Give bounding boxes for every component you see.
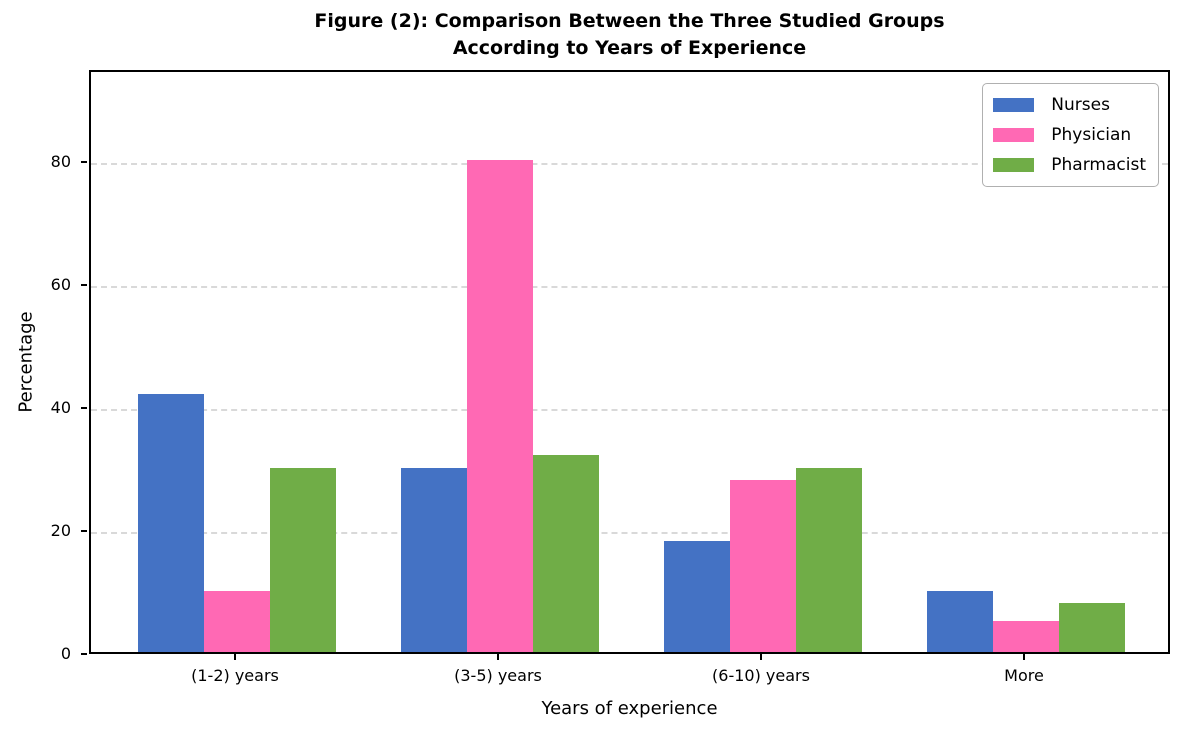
gridline-y-20	[91, 532, 1168, 535]
y-tick-mark-60	[81, 284, 87, 287]
bar-nurses-more	[927, 590, 993, 652]
y-tick-mark-0	[81, 653, 87, 655]
y-tick-label-40: 40	[50, 398, 71, 418]
gridline-y-60	[91, 286, 1168, 289]
legend: Nurses Physician Pharmacist	[982, 83, 1159, 187]
y-tick-mark-20	[81, 530, 87, 533]
gridline-y-80	[91, 163, 1168, 166]
legend-swatch-physician	[993, 128, 1035, 142]
x-tick-label-3-5-years: (3-5) years	[454, 666, 542, 685]
legend-label-pharmacist: Pharmacist	[1051, 155, 1146, 175]
y-axis-label: Percentage	[15, 311, 37, 413]
y-tick-label-80: 80	[50, 152, 71, 172]
x-axis-label: Years of experience	[541, 698, 718, 719]
x-tick-label-more: More	[1004, 666, 1044, 685]
y-tick-label-0: 0	[60, 644, 71, 663]
bar-physician-3-5-years	[467, 160, 533, 652]
bar-pharmacist-6-10-years	[796, 467, 862, 652]
plot-area: Nurses Physician Pharmacist	[89, 70, 1170, 654]
x-tick-label-6-10-years: (6-10) years	[712, 666, 810, 685]
bar-physician-1-2-years	[204, 590, 270, 652]
y-tick-mark-40	[81, 407, 87, 410]
legend-item-nurses: Nurses	[993, 90, 1146, 120]
x-tick-mark-3-5-years	[497, 654, 499, 660]
legend-label-physician: Physician	[1051, 125, 1132, 145]
bar-physician-more	[993, 621, 1059, 652]
chart-title-line1: Figure (2): Comparison Between the Three…	[314, 10, 945, 32]
bar-pharmacist-1-2-years	[270, 467, 336, 652]
bar-physician-6-10-years	[730, 479, 796, 652]
legend-item-physician: Physician	[993, 120, 1146, 150]
bar-nurses-3-5-years	[401, 467, 467, 652]
x-tick-mark-1-2-years	[234, 654, 236, 660]
bar-pharmacist-more	[1059, 602, 1125, 652]
bar-nurses-1-2-years	[138, 393, 204, 652]
chart-title: Figure (2): Comparison Between the Three…	[89, 8, 1170, 62]
y-tick-label-20: 20	[50, 521, 71, 541]
bar-pharmacist-3-5-years	[533, 455, 599, 652]
legend-swatch-nurses	[993, 98, 1035, 112]
legend-item-pharmacist: Pharmacist	[993, 150, 1146, 180]
x-tick-mark-6-10-years	[760, 654, 762, 660]
x-tick-label-1-2-years: (1-2) years	[191, 666, 279, 685]
legend-swatch-pharmacist	[993, 158, 1035, 172]
y-tick-label-60: 60	[50, 275, 71, 295]
gridline-y-40	[91, 409, 1168, 412]
bar-nurses-6-10-years	[664, 541, 730, 652]
legend-label-nurses: Nurses	[1051, 95, 1110, 115]
y-tick-mark-80	[81, 161, 87, 164]
x-tick-mark-more	[1023, 654, 1025, 660]
chart-title-line2: According to Years of Experience	[452, 37, 807, 59]
